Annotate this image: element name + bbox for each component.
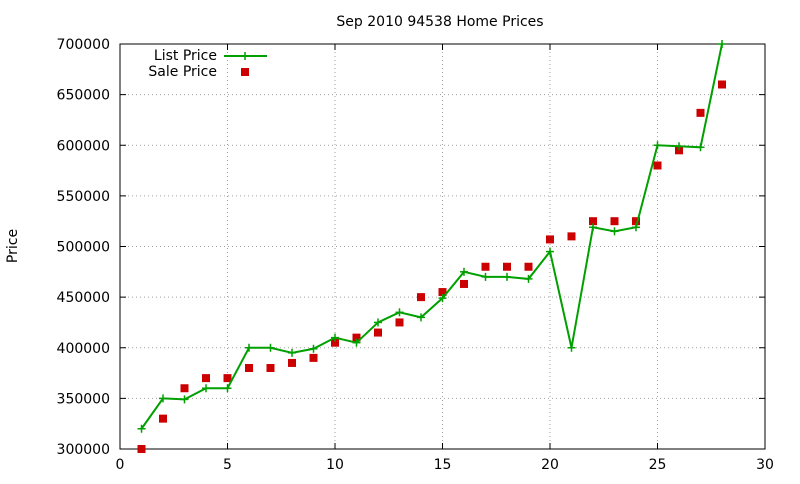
list-price-point <box>567 343 576 352</box>
x-tick-label: 15 <box>434 457 452 473</box>
sale-price-point <box>610 217 619 226</box>
list-price-point <box>610 227 619 236</box>
list-price-point <box>223 384 232 393</box>
sale-price-point <box>417 293 425 302</box>
list-price-point <box>180 395 189 404</box>
series-layer <box>137 40 726 453</box>
list-price-point <box>632 223 640 232</box>
legend-label-sale-price: Sale Price <box>148 64 217 80</box>
list-price-point <box>309 344 318 353</box>
y-tick-label: 350000 <box>57 391 110 407</box>
list-price-point <box>245 343 253 352</box>
sale-price-point <box>159 414 167 423</box>
sale-price-point <box>481 262 490 271</box>
y-tick-label: 550000 <box>57 189 110 205</box>
list-price-point <box>696 143 705 152</box>
x-tick-label: 30 <box>756 457 774 473</box>
sale-price-point <box>438 288 447 297</box>
sale-price-point <box>460 279 468 288</box>
sale-price-point <box>546 235 554 244</box>
sale-price-point <box>632 217 640 226</box>
x-tick-label: 5 <box>223 457 232 473</box>
y-tick-label: 450000 <box>57 290 110 306</box>
sale-price-point <box>524 262 533 271</box>
list-price-point <box>417 313 425 322</box>
list-price-point <box>653 141 662 150</box>
list-price-point <box>374 318 382 327</box>
axes: 300000 350000 400000 450000 500000 550000 6000… <box>57 37 774 473</box>
sale-price-point <box>202 374 210 383</box>
list-price-point <box>675 142 683 151</box>
chart-title: Sep 2010 94538 Home Prices <box>336 14 543 30</box>
sale-price-point <box>395 318 404 327</box>
list-price-point <box>288 348 296 357</box>
sale-price-point <box>696 108 705 117</box>
y-tick-label: 650000 <box>57 88 110 104</box>
sale-price-point <box>331 338 339 347</box>
sale-price-point <box>180 384 189 393</box>
x-tick-label: 20 <box>541 457 559 473</box>
sale-price-point <box>503 262 511 271</box>
list-price-point <box>137 424 146 433</box>
list-price-point <box>159 394 167 403</box>
y-tick-label: 300000 <box>57 442 110 458</box>
sale-price-point <box>288 358 296 367</box>
list-price-point <box>352 338 361 347</box>
sale-price-point <box>137 445 146 453</box>
x-tick-label: 25 <box>649 457 667 473</box>
list-price-point <box>395 308 404 317</box>
legend-label-list-price: List Price <box>154 48 217 64</box>
list-price-point <box>481 272 490 281</box>
list-price-point <box>589 223 597 232</box>
sale-price-point <box>245 364 253 372</box>
list-price-point <box>546 247 554 256</box>
list-price-point <box>331 333 339 342</box>
sale-price-point <box>589 217 597 226</box>
legend-swatch-sale-price <box>241 68 249 76</box>
y-tick-label: 700000 <box>57 37 110 53</box>
x-tick-label: 0 <box>116 457 125 473</box>
sale-price-point <box>718 80 726 89</box>
sale-price-point <box>223 374 232 383</box>
sale-price-point <box>374 328 382 337</box>
list-price-point <box>202 384 210 393</box>
list-price-point <box>503 272 511 281</box>
list-price-point <box>718 40 726 48</box>
list-price-point <box>438 294 447 303</box>
list-price-point <box>460 267 468 276</box>
sale-price-point <box>675 146 683 155</box>
list-price-line <box>140 43 723 430</box>
sale-price-point <box>266 364 275 372</box>
y-tick-label: 400000 <box>57 341 110 357</box>
sale-price-point <box>567 232 576 241</box>
list-price-point <box>266 343 275 352</box>
sale-price-point <box>653 161 662 170</box>
sale-price-point <box>352 333 361 342</box>
sale-price-point <box>309 353 318 362</box>
y-tick-label: 500000 <box>57 240 110 256</box>
list-price-point <box>524 274 533 283</box>
y-tick-label: 600000 <box>57 138 110 154</box>
y-axis-label: Price <box>5 229 21 263</box>
x-tick-label: 10 <box>326 457 344 473</box>
